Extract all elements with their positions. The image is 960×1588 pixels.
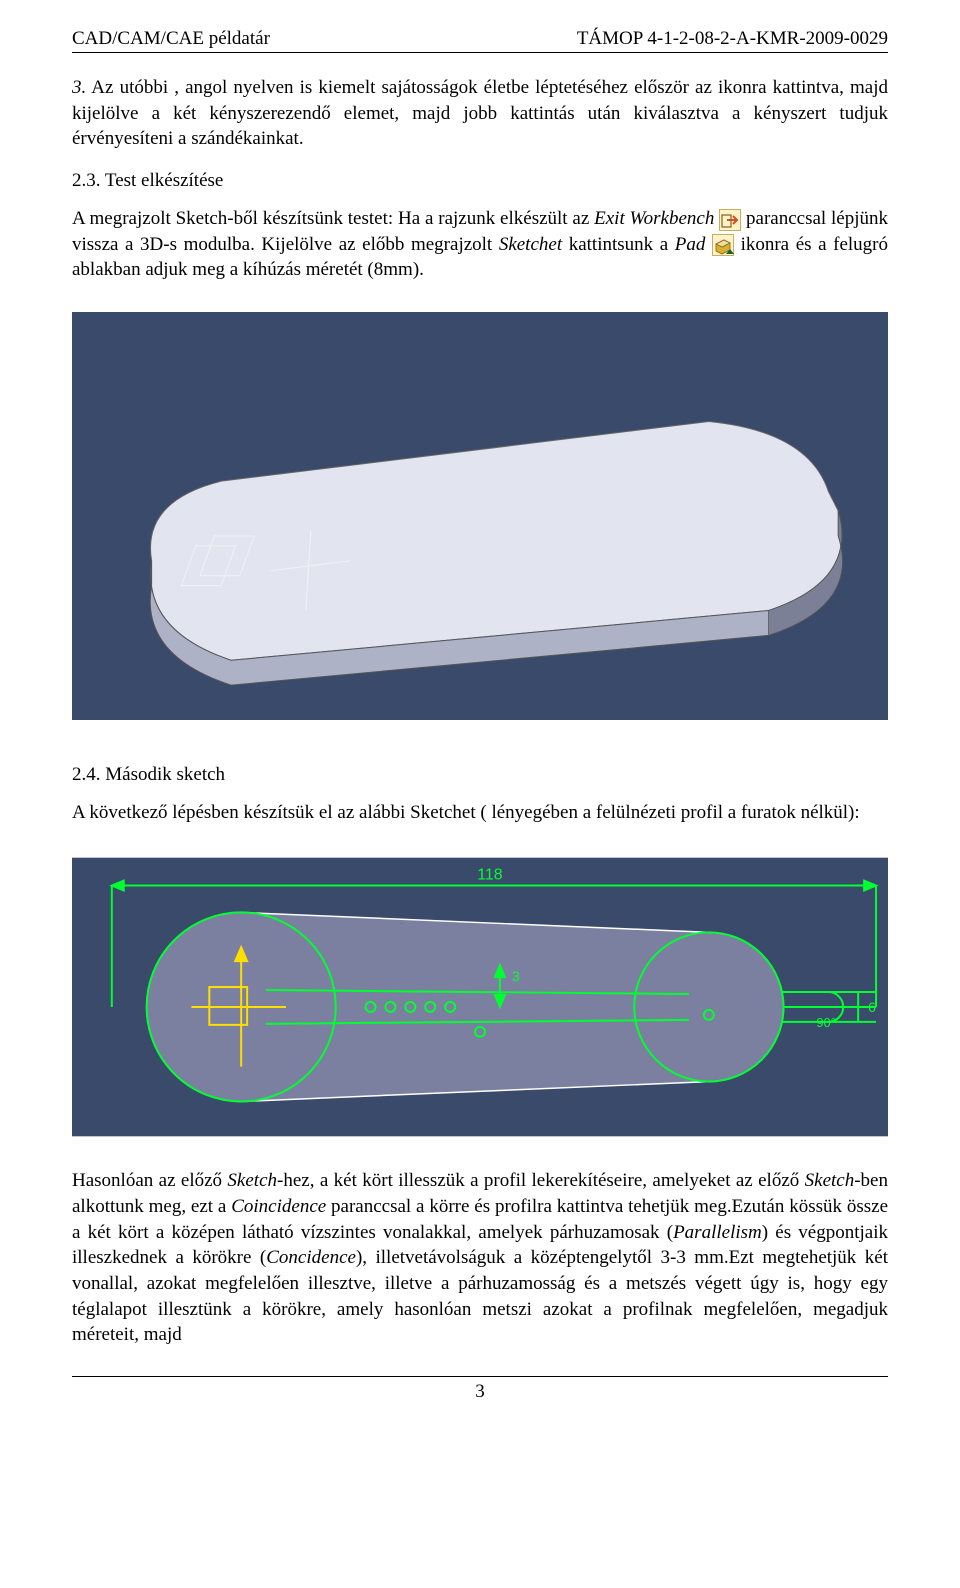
page-header: CAD/CAM/CAE példatár TÁMOP 4-1-2-08-2-A-… xyxy=(72,28,888,50)
footer-rule xyxy=(72,1376,888,1377)
section-2-3-title: Test elkészítése xyxy=(105,170,223,191)
figure-sketch-profile: 118 3 6 90° xyxy=(72,857,888,1137)
paragraph-3: A következő lépésben készítsük el az alá… xyxy=(72,800,888,826)
para4-italic-concidence: Concidence xyxy=(266,1247,356,1268)
figure-3d-pad xyxy=(72,311,888,721)
para4-italic-parallelism: Parallelism xyxy=(673,1222,762,1243)
para2-italic-sketchet: Sketchet xyxy=(499,234,562,255)
exit-workbench-icon xyxy=(719,209,741,231)
para4-a: Hasonlóan az előző xyxy=(72,1170,227,1191)
dim-3: 3 xyxy=(512,969,520,985)
para2-c: kattintsunk a xyxy=(562,234,675,255)
para2-italic-exit-workbench: Exit Workbench xyxy=(594,208,714,229)
para4-italic-sketch-2: Sketch xyxy=(805,1170,855,1191)
para1-text: Az utóbbi , angol nyelven is kiemelt saj… xyxy=(72,77,888,149)
dim-6: 6 xyxy=(868,999,876,1015)
para2-italic-pad: Pad xyxy=(675,234,706,255)
paragraph-4: Hasonlóan az előző Sketch-hez, a két kör… xyxy=(72,1168,888,1347)
pad-icon xyxy=(712,234,734,256)
header-left: CAD/CAM/CAE példatár xyxy=(72,28,270,50)
para1-number: 3. xyxy=(72,77,86,98)
header-right: TÁMOP 4-1-2-08-2-A-KMR-2009-0029 xyxy=(577,28,888,50)
page-number: 3 xyxy=(72,1381,888,1403)
header-rule xyxy=(72,52,888,53)
dim-118: 118 xyxy=(477,867,503,884)
para2-a: A megrajzolt Sketch-ből készítsünk teste… xyxy=(72,208,594,229)
para4-italic-sketch-1: Sketch xyxy=(227,1170,277,1191)
para4-italic-coincidence: Coincidence xyxy=(231,1196,326,1217)
section-2-4-title: Második sketch xyxy=(105,764,225,785)
dim-90: 90° xyxy=(816,1015,836,1030)
paragraph-1: 3. Az utóbbi , angol nyelven is kiemelt … xyxy=(72,75,888,152)
section-2-3: 2.3. Test elkészítése xyxy=(72,170,888,192)
section-2-4-num: 2.4. xyxy=(72,764,101,785)
document-page: CAD/CAM/CAE példatár TÁMOP 4-1-2-08-2-A-… xyxy=(0,0,960,1588)
section-2-3-num: 2.3. xyxy=(72,170,101,191)
section-2-4: 2.4. Második sketch xyxy=(72,764,888,786)
para4-b: -hez, a két kört illesszük a profil leke… xyxy=(277,1170,805,1191)
paragraph-2: A megrajzolt Sketch-ből készítsünk teste… xyxy=(72,206,888,283)
